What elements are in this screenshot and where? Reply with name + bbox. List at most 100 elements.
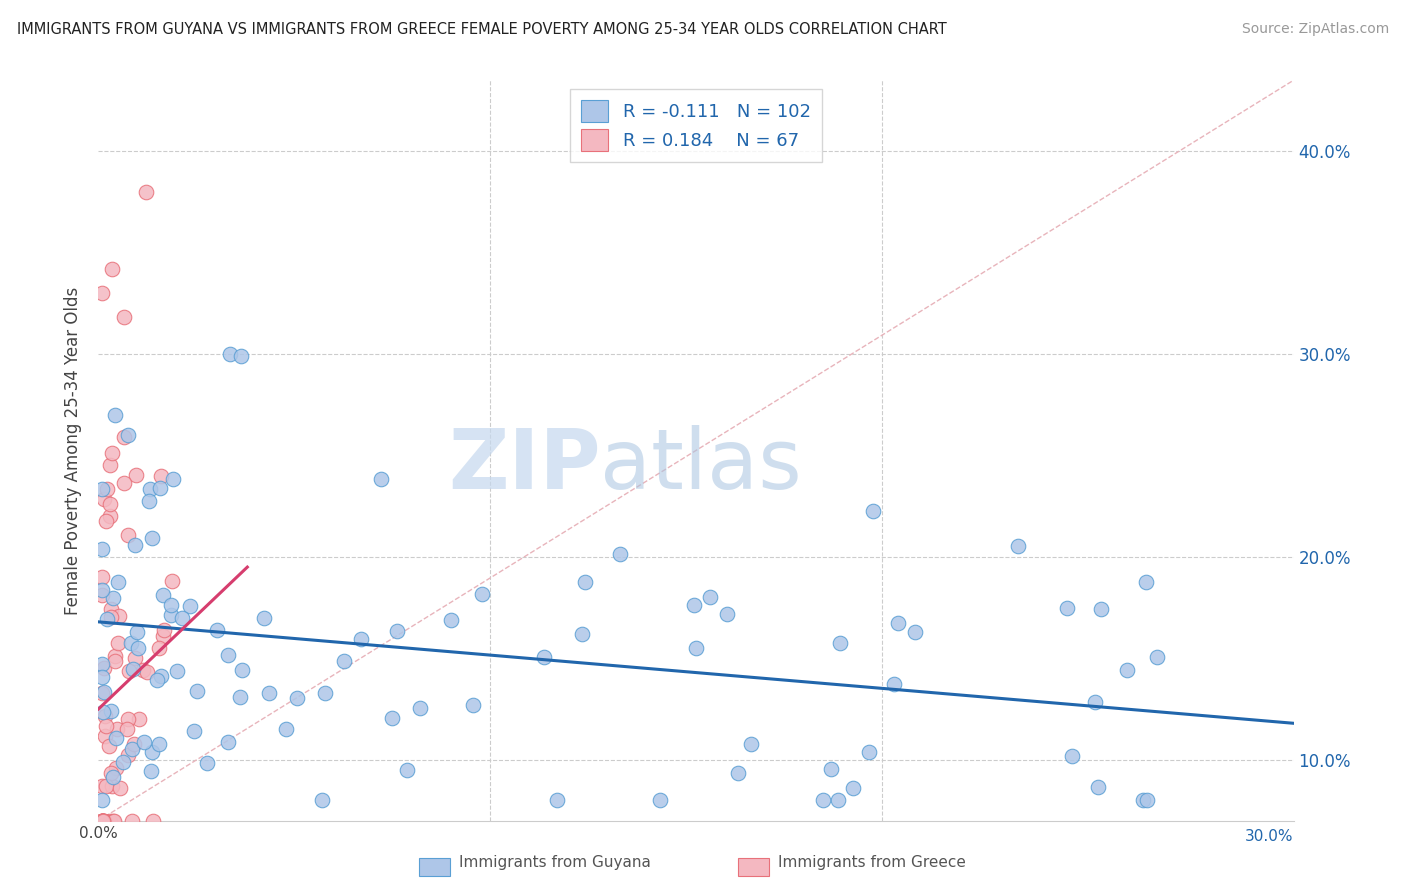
Point bbox=[100, 601, 122, 615]
Point bbox=[152, 588, 174, 602]
Point bbox=[104, 649, 127, 664]
Text: ZIP: ZIP bbox=[449, 425, 600, 506]
Point bbox=[101, 770, 124, 784]
Point bbox=[141, 531, 163, 545]
Point bbox=[124, 650, 146, 665]
Point bbox=[91, 814, 114, 828]
Point bbox=[1135, 575, 1157, 590]
Point bbox=[136, 665, 159, 680]
Point bbox=[93, 661, 115, 675]
Point bbox=[160, 574, 183, 588]
Point bbox=[149, 669, 172, 683]
Point bbox=[217, 648, 239, 663]
Point bbox=[827, 793, 849, 807]
Point bbox=[253, 611, 276, 625]
Point bbox=[883, 676, 905, 690]
Point bbox=[141, 764, 163, 779]
Point bbox=[142, 814, 165, 828]
Point bbox=[91, 814, 114, 828]
Point bbox=[219, 347, 242, 361]
Point bbox=[231, 663, 253, 677]
Point bbox=[571, 627, 593, 641]
Point bbox=[862, 504, 884, 518]
Point bbox=[101, 779, 124, 793]
Point bbox=[91, 583, 114, 598]
Point bbox=[98, 458, 121, 472]
Text: 30.0%: 30.0% bbox=[1246, 829, 1294, 844]
Point bbox=[91, 541, 114, 556]
Point bbox=[112, 430, 135, 444]
Point bbox=[716, 607, 738, 622]
Point bbox=[314, 686, 336, 700]
Legend: R = -0.111   N = 102, R = 0.184    N = 67: R = -0.111 N = 102, R = 0.184 N = 67 bbox=[571, 89, 821, 162]
Point bbox=[440, 613, 463, 627]
Point bbox=[98, 814, 121, 828]
Point bbox=[98, 509, 121, 524]
Point bbox=[111, 755, 134, 769]
Point bbox=[91, 814, 114, 828]
Point bbox=[91, 814, 114, 828]
Point bbox=[101, 261, 124, 276]
Point bbox=[148, 641, 170, 656]
Point bbox=[685, 640, 707, 655]
Point bbox=[107, 575, 129, 590]
Point bbox=[820, 763, 842, 777]
Point bbox=[409, 700, 432, 714]
Point bbox=[91, 814, 114, 828]
Point bbox=[1090, 601, 1112, 615]
Point bbox=[461, 698, 484, 713]
Point bbox=[135, 185, 157, 199]
Point bbox=[205, 624, 228, 638]
Point bbox=[117, 528, 139, 542]
Point bbox=[93, 491, 115, 506]
Point bbox=[887, 615, 910, 630]
Point bbox=[104, 761, 127, 775]
Point bbox=[93, 685, 115, 699]
Point bbox=[98, 739, 121, 754]
Point bbox=[91, 705, 114, 719]
Point bbox=[471, 587, 494, 601]
Point bbox=[107, 636, 129, 650]
Point bbox=[94, 709, 117, 723]
Point bbox=[152, 629, 174, 643]
Point bbox=[699, 590, 721, 604]
Point bbox=[160, 599, 183, 613]
Point bbox=[127, 625, 149, 640]
Point bbox=[229, 690, 252, 704]
Point bbox=[311, 793, 333, 807]
Point bbox=[904, 624, 927, 639]
Point bbox=[91, 814, 114, 828]
Point bbox=[104, 654, 127, 668]
Point bbox=[93, 814, 115, 828]
Point bbox=[183, 723, 205, 738]
Point bbox=[100, 704, 122, 718]
Point bbox=[533, 649, 555, 664]
Point bbox=[138, 494, 160, 508]
Point bbox=[112, 476, 135, 491]
Point bbox=[96, 612, 118, 626]
Point bbox=[115, 722, 138, 736]
Point bbox=[274, 722, 297, 736]
Point bbox=[91, 793, 114, 807]
Point bbox=[162, 472, 184, 486]
Point bbox=[93, 814, 115, 828]
Point bbox=[385, 624, 408, 638]
Point bbox=[197, 756, 219, 771]
Point bbox=[91, 686, 114, 700]
Point bbox=[96, 482, 118, 496]
Point bbox=[609, 547, 631, 561]
Point bbox=[285, 690, 308, 705]
Point bbox=[650, 793, 672, 807]
Point bbox=[127, 641, 149, 656]
Point bbox=[170, 611, 193, 625]
Point bbox=[683, 598, 706, 612]
Point bbox=[830, 636, 852, 650]
Point bbox=[179, 599, 201, 613]
Point bbox=[101, 446, 124, 460]
Point bbox=[148, 737, 170, 751]
Point bbox=[813, 793, 835, 807]
Point bbox=[1146, 650, 1168, 665]
Point bbox=[134, 735, 156, 749]
Point bbox=[108, 780, 131, 795]
Point bbox=[91, 779, 114, 793]
